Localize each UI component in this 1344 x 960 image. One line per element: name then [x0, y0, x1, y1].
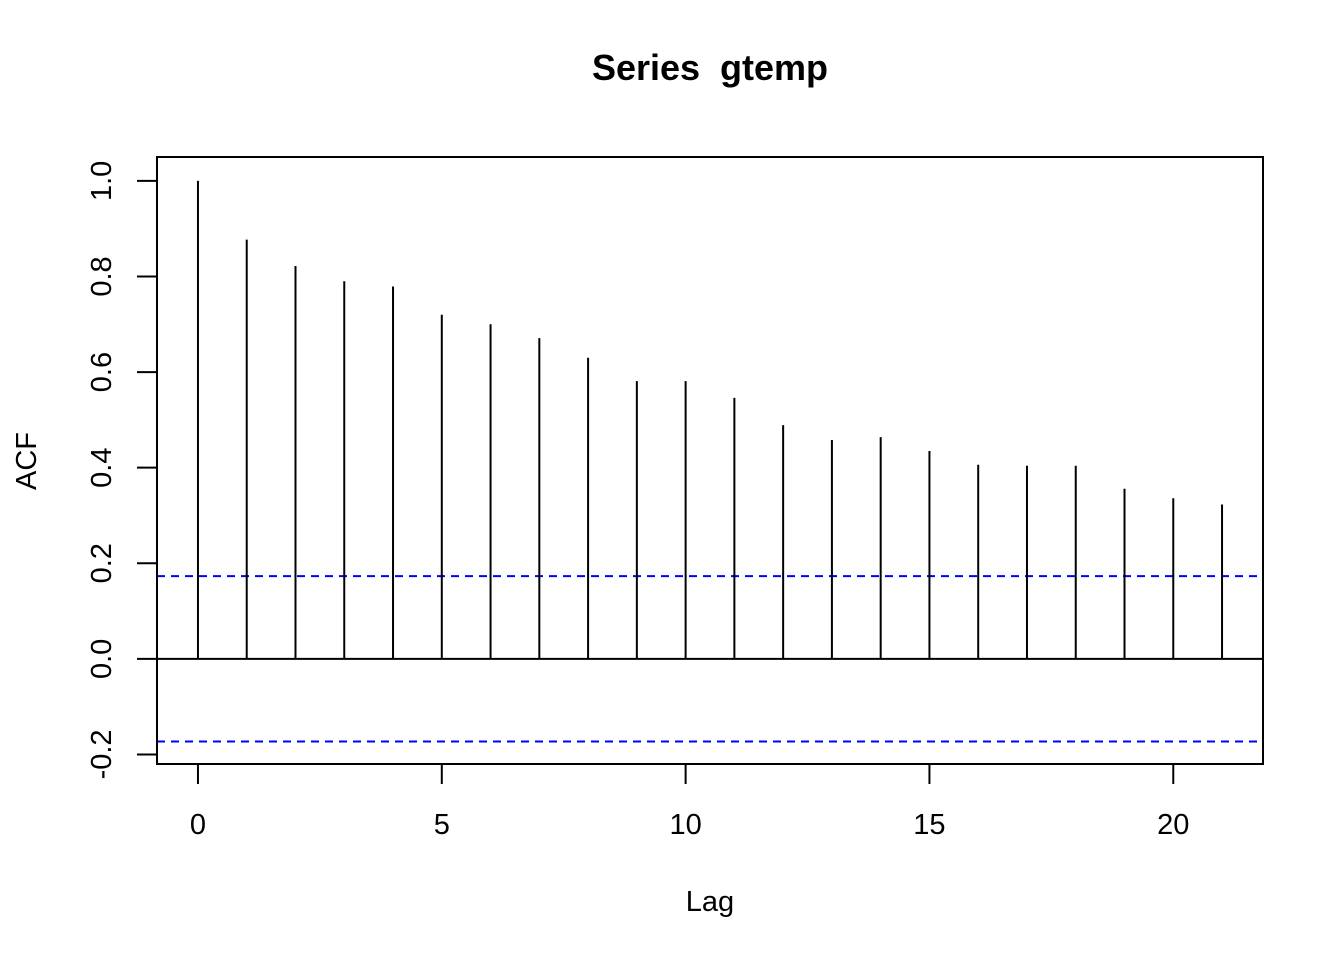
y-tick-label: -0.2: [86, 729, 118, 779]
x-tick-label: 0: [190, 809, 206, 841]
y-tick-label: 0.4: [86, 448, 118, 488]
y-tick-label: 1.0: [86, 161, 118, 201]
x-tick-label: 10: [669, 809, 701, 841]
x-tick-label: 5: [434, 809, 450, 841]
x-tick-label: 20: [1157, 809, 1189, 841]
y-axis-label: ACF: [11, 432, 43, 490]
plot-area: 0 5 10 15 20 -0.2 0.0 0.2 0.4 0.6 0.8 1.0: [86, 156, 1264, 841]
x-axis-label: Lag: [686, 886, 734, 918]
x-tick-label: 15: [913, 809, 945, 841]
chart-title: Series gtemp: [592, 47, 828, 88]
y-tick-label: 0.8: [86, 256, 118, 296]
y-tick-label: 0.6: [86, 352, 118, 392]
y-tick-label: 0.0: [86, 639, 118, 679]
y-tick-label: 0.2: [86, 543, 118, 583]
plot-frame: [156, 156, 1264, 765]
